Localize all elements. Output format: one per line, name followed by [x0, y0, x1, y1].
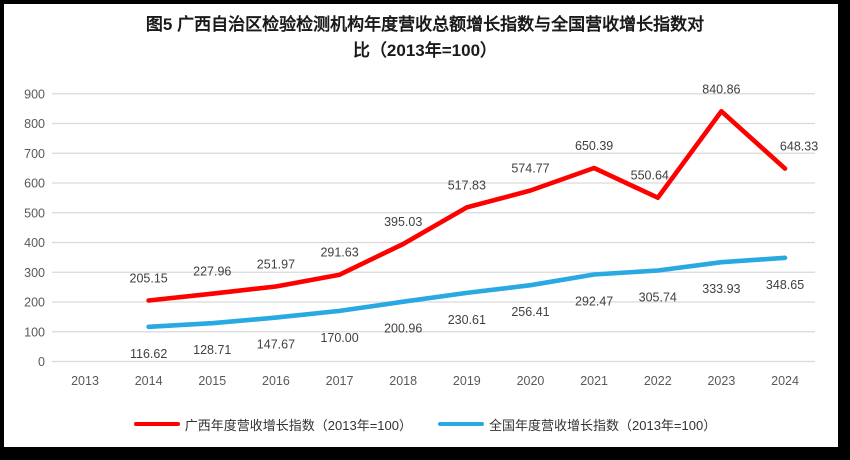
legend-swatch-national: [438, 421, 484, 427]
data-label-s0-2022: 550.64: [631, 169, 669, 183]
x-axis-tick-2015: 2015: [198, 374, 226, 388]
data-label-s1-2017: 170.00: [320, 331, 358, 345]
data-label-s1-2021: 292.47: [575, 294, 613, 308]
y-axis-tick-800: 800: [24, 117, 45, 131]
legend-label-guangxi: 广西年度营收增长指数（2013年=100）: [184, 417, 412, 433]
data-label-s1-2015: 128.71: [193, 343, 231, 357]
y-axis-tick-600: 600: [24, 177, 45, 191]
data-label-s1-2024: 348.65: [766, 278, 804, 292]
data-label-s0-2017: 291.63: [320, 246, 358, 260]
y-axis-tick-100: 100: [24, 325, 45, 339]
series-line-0: [146, 109, 788, 303]
frame-border-top: [0, 0, 850, 4]
y-axis-tick-200: 200: [24, 296, 45, 310]
data-label-s1-2018: 200.96: [384, 322, 422, 336]
x-axis-tick-2017: 2017: [326, 374, 354, 388]
legend-label-national: 全国年度营收增长指数（2013年=100）: [489, 417, 717, 433]
y-axis-tick-500: 500: [24, 206, 45, 220]
data-label-s1-2019: 230.61: [448, 313, 486, 327]
x-axis-tick-2023: 2023: [707, 374, 735, 388]
frame-border-left: [0, 0, 4, 460]
chart-title-line-1: 图5 广西自治区检验检测机构年度营收总额增长指数与全国营收增长指数对: [145, 15, 705, 34]
x-axis-tick-2018: 2018: [389, 374, 417, 388]
data-label-s0-2020: 574.77: [511, 162, 549, 176]
data-label-s1-2020: 256.41: [511, 305, 549, 319]
y-axis-tick-300: 300: [24, 266, 45, 280]
legend-item-guangxi: 广西年度营收增长指数（2013年=100）: [133, 415, 412, 434]
data-label-s0-2023: 840.86: [702, 82, 740, 96]
data-label-s0-2016: 251.97: [257, 258, 295, 272]
x-axis-tick-2022: 2022: [644, 374, 672, 388]
x-axis-tick-2016: 2016: [262, 374, 290, 388]
series-line-1: [146, 255, 788, 330]
x-axis-tick-2013: 2013: [71, 374, 99, 388]
data-label-s0-2018: 395.03: [384, 215, 422, 229]
legend-swatch-guangxi: [133, 421, 180, 427]
data-label-s1-2023: 333.93: [702, 282, 740, 296]
y-axis-tick-900: 900: [24, 87, 45, 101]
x-axis-tick-2020: 2020: [517, 374, 545, 388]
data-label-s0-2014: 205.15: [130, 271, 168, 285]
data-label-s1-2016: 147.67: [257, 338, 295, 352]
y-axis-tick-700: 700: [24, 147, 45, 161]
chart-legend: 广西年度营收增长指数（2013年=100） 全国年度营收增长指数（2013年=1…: [0, 412, 850, 436]
data-label-s1-2022: 305.74: [639, 291, 677, 305]
y-axis-tick-0: 0: [38, 355, 45, 369]
legend-item-national: 全国年度营收增长指数（2013年=100）: [438, 415, 716, 434]
data-label-s0-2019: 517.83: [448, 178, 486, 192]
x-axis-tick-2014: 2014: [135, 374, 163, 388]
x-axis-tick-2024: 2024: [771, 374, 799, 388]
y-axis-tick-400: 400: [24, 236, 45, 250]
data-label-s0-2021: 650.39: [575, 139, 613, 153]
data-label-s0-2015: 227.96: [193, 265, 231, 279]
frame-border-right: [838, 0, 850, 460]
data-label-s0-2024: 648.33: [780, 140, 818, 154]
chart-title-line-2: 比（2013年=100）: [352, 41, 498, 60]
chart-title: 图5 广西自治区检验检测机构年度营收总额增长指数与全国营收增长指数对 比（201…: [0, 12, 850, 64]
data-label-s1-2014: 116.62: [130, 347, 167, 361]
x-axis-tick-2019: 2019: [453, 374, 481, 388]
x-axis-tick-2021: 2021: [580, 374, 608, 388]
frame-border-bottom: [0, 447, 850, 460]
